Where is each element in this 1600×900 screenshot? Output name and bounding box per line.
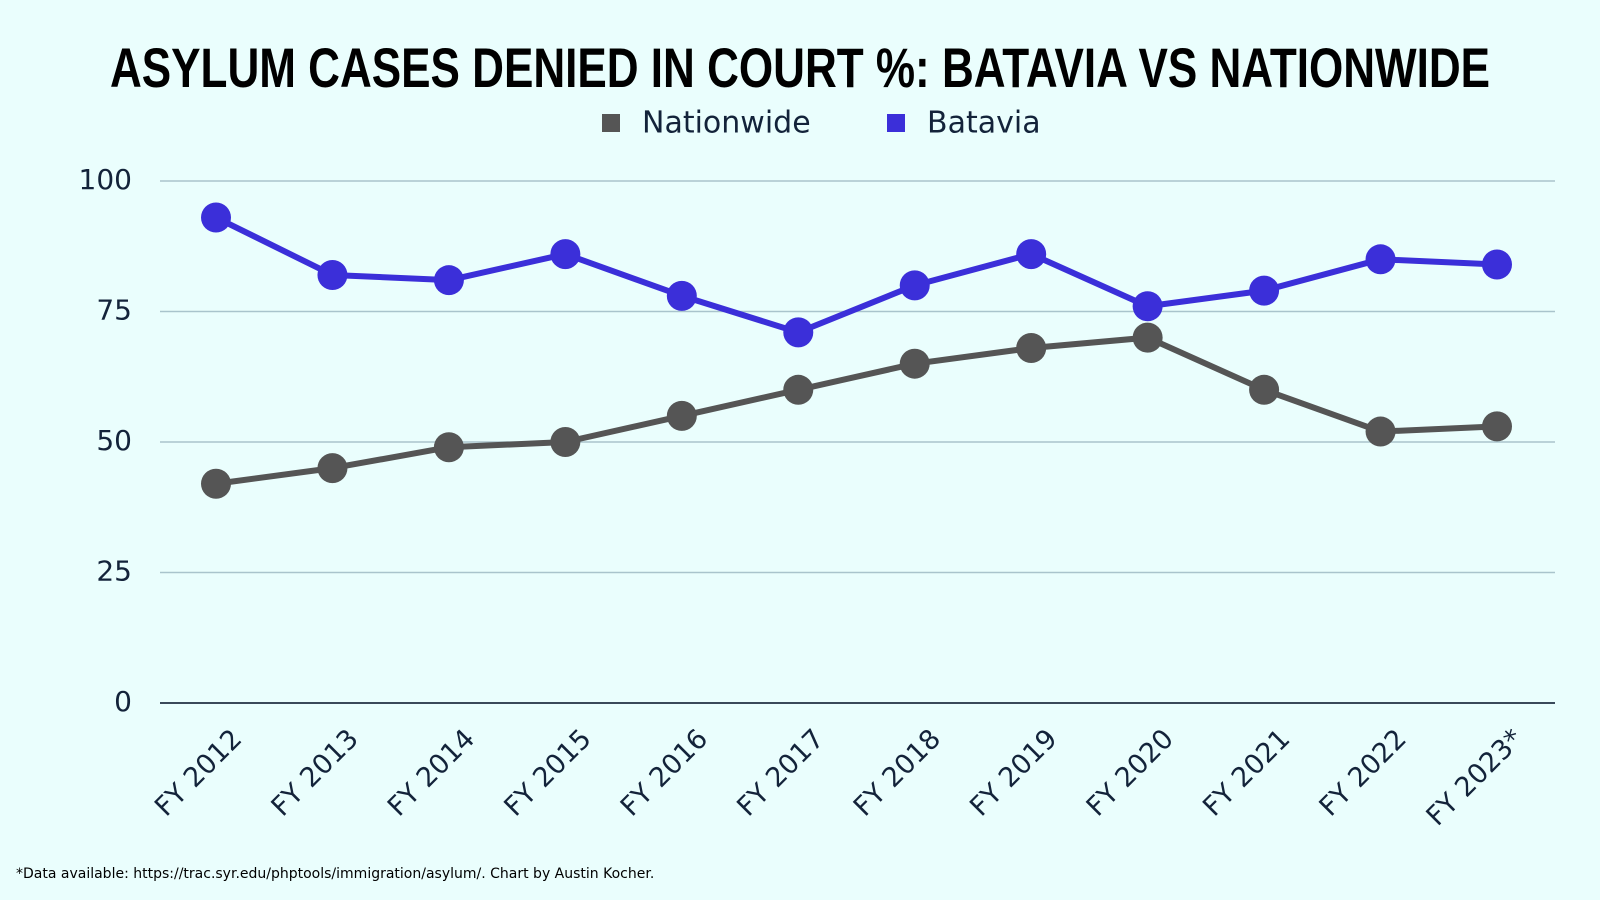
data-point	[783, 374, 814, 405]
y-tick-label: 25	[96, 555, 132, 588]
series-line	[214, 214, 1498, 336]
data-point	[666, 400, 697, 431]
data-point	[1249, 374, 1280, 405]
y-tick-label: 75	[96, 294, 132, 327]
data-point	[783, 317, 814, 348]
chart-title: ASYLUM CASES DENIED IN COURT %: BATAVIA …	[110, 36, 1490, 99]
data-point	[899, 270, 930, 301]
data-point	[1132, 291, 1163, 322]
data-point	[201, 468, 231, 499]
data-point	[899, 348, 930, 379]
data-point	[550, 239, 581, 270]
data-point	[1249, 275, 1280, 306]
data-point	[1016, 239, 1047, 270]
footnote: *Data available: https://trac.syr.edu/ph…	[16, 866, 654, 882]
legend-marker	[602, 114, 620, 132]
y-tick-label: 0	[114, 685, 132, 718]
data-point	[550, 427, 581, 457]
y-tick-label: 100	[79, 163, 132, 196]
data-point	[1365, 244, 1396, 275]
y-tick-label: 50	[96, 424, 132, 457]
data-point	[1016, 333, 1047, 364]
data-point	[1482, 249, 1512, 280]
data-point	[201, 202, 231, 233]
data-point	[317, 259, 348, 290]
legend-marker	[887, 114, 905, 132]
data-point	[433, 265, 464, 296]
series-line	[215, 334, 1498, 487]
legend-label: Nationwide	[642, 106, 811, 141]
data-point	[317, 453, 348, 484]
data-point	[666, 280, 697, 311]
data-point	[1482, 411, 1512, 442]
data-point	[1132, 322, 1163, 353]
data-point	[433, 432, 464, 463]
data-point	[1365, 416, 1396, 447]
legend-label: Batavia	[927, 106, 1041, 141]
